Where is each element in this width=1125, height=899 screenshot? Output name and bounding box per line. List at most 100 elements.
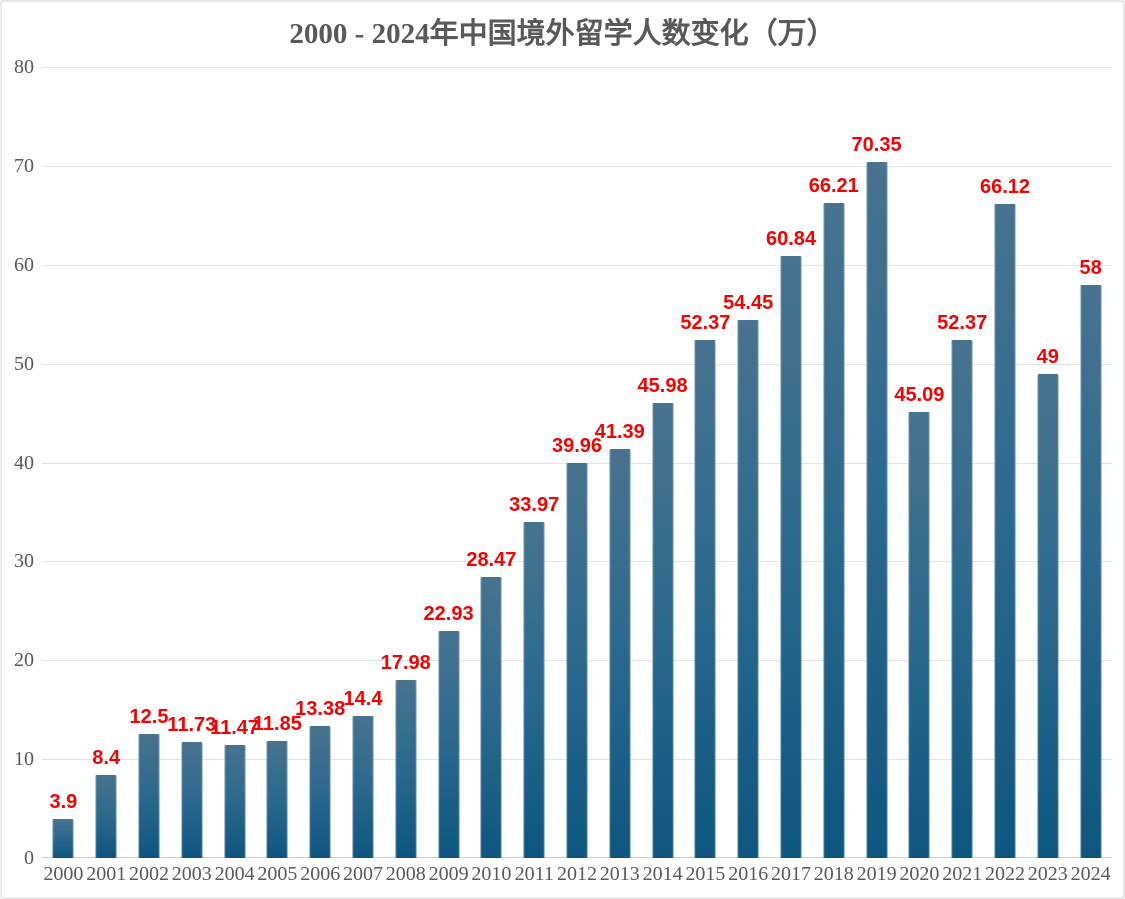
bar-2018	[823, 203, 845, 858]
chart-title: 2000 - 2024年中国境外留学人数变化（万）	[289, 18, 836, 50]
x-tick-label-2024: 2024	[1070, 863, 1111, 885]
y-tick-label: 0	[24, 847, 34, 869]
bar-slot-2014: 45.98	[638, 67, 688, 858]
data-label-2010: 28.47	[466, 548, 517, 571]
bar-2014	[652, 403, 674, 858]
x-tick-label-2021: 2021	[942, 863, 983, 885]
bar-slot-2015: 52.37	[680, 67, 730, 858]
bar-2019	[866, 162, 888, 858]
bar-2008	[395, 680, 417, 858]
data-label-2013: 41.39	[594, 420, 645, 443]
y-tick-label: 80	[14, 56, 34, 78]
x-tick-label-2001: 2001	[86, 863, 127, 885]
data-label-2002: 12.5	[129, 706, 169, 729]
x-tick-label-2012: 2012	[556, 863, 597, 885]
bar-slot-2001: 8.4	[85, 67, 128, 858]
bar-slot-2022: 66.12	[980, 67, 1030, 858]
gridline	[42, 363, 1112, 365]
bar-2000	[52, 819, 74, 858]
gridline	[42, 67, 1112, 68]
bar-slot-2019: 70.35	[852, 67, 902, 858]
bar-2002	[138, 734, 160, 858]
bar-slot-2010: 28.47	[466, 67, 516, 858]
x-tick-label-2013: 2013	[599, 863, 640, 885]
bar-slot-2000: 3.9	[42, 67, 85, 858]
bar-slot-2006: 13.38	[295, 67, 345, 858]
y-axis-labels: 0 10 20 30 40 50 60 70 80	[2, 2, 34, 897]
x-tick-label-2015: 2015	[685, 863, 726, 885]
x-tick-label-2017: 2017	[770, 863, 811, 885]
data-label-2005: 11.85	[252, 712, 302, 735]
gridline	[42, 165, 1112, 167]
bar-slot-2011: 33.97	[509, 67, 559, 858]
data-label-2000: 3.9	[49, 791, 78, 814]
x-tick-label-2006: 2006	[300, 863, 341, 885]
gridline	[42, 264, 1112, 266]
x-tick-label-2011: 2011	[514, 863, 554, 885]
x-tick-label-2002: 2002	[128, 863, 169, 885]
bar-2024	[1080, 284, 1102, 858]
data-label-2006: 13.38	[295, 697, 346, 720]
bar-slot-2003: 11.73	[167, 67, 217, 858]
data-label-2008: 17.98	[380, 652, 431, 675]
plot-area: 3.9 8.4 12.5 11.73 11.47 11.85 13.38 14.4 17.98 2…	[42, 67, 1112, 858]
bar-2006	[309, 725, 331, 858]
bar-2004	[224, 744, 246, 858]
bar-slot-2020: 45.09	[894, 67, 944, 858]
bar-2017	[780, 256, 802, 858]
y-tick-label: 30	[14, 550, 34, 573]
bar-slot-2023: 49	[1026, 67, 1069, 858]
data-label-2015: 52.37	[680, 312, 731, 335]
bar-2013	[609, 448, 631, 858]
x-tick-label-2007: 2007	[342, 863, 383, 885]
bar-2010	[480, 576, 502, 858]
bar-2001	[95, 774, 117, 858]
bar-2022	[994, 204, 1016, 858]
data-label-2007: 14.4	[343, 687, 383, 710]
bar-slot-2024: 58	[1069, 67, 1112, 858]
data-label-2017: 60.84	[765, 228, 817, 251]
data-label-2014: 45.98	[637, 375, 688, 398]
x-tick-label-2008: 2008	[385, 863, 426, 885]
data-label-2018: 66.21	[808, 175, 859, 198]
data-label-2011: 33.97	[509, 494, 560, 517]
bar-slot-2008: 17.98	[381, 67, 431, 858]
bar-2012	[566, 462, 588, 858]
bar-2016	[737, 319, 759, 858]
bar-slot-2012: 39.96	[552, 67, 602, 858]
x-tick-label-2020: 2020	[899, 863, 940, 885]
bar-2007	[352, 715, 374, 858]
x-tick-label-2003: 2003	[171, 863, 212, 885]
data-label-2020: 45.09	[894, 384, 945, 407]
data-label-2009: 22.93	[423, 603, 474, 626]
bar-slot-2005: 11.85	[252, 67, 302, 858]
y-tick-label: 10	[14, 748, 34, 771]
bar-slot-2004: 11.47	[210, 67, 260, 858]
data-label-2012: 39.96	[551, 434, 603, 457]
data-label-2016: 54.45	[723, 291, 774, 314]
data-label-2021: 52.37	[937, 312, 988, 335]
data-label-2004: 11.47	[210, 716, 260, 739]
data-label-2023: 49	[1036, 345, 1059, 368]
bar-slot-2021: 52.37	[937, 67, 987, 858]
bar-slot-2002: 12.5	[128, 67, 171, 858]
data-label-2003: 11.73	[167, 714, 217, 737]
y-tick-label: 60	[14, 253, 34, 276]
data-label-2001: 8.4	[92, 746, 121, 769]
x-axis-labels: 2000 2001 2002 2003 2004 2005 2006 2007 2008 2009…	[42, 863, 1112, 891]
x-tick-label-2014: 2014	[642, 863, 683, 885]
y-tick-label: 40	[14, 451, 34, 474]
bar-slot-2007: 14.4	[342, 67, 385, 858]
bar-slot-2013: 41.39	[595, 67, 645, 858]
x-tick-label-2018: 2018	[813, 863, 854, 885]
x-tick-label-2004: 2004	[214, 863, 255, 885]
bar-2011	[523, 522, 545, 858]
x-tick-label-2009: 2009	[428, 863, 469, 885]
x-tick-label-2005: 2005	[257, 863, 298, 885]
bar-2015	[694, 340, 716, 858]
bar-2020	[908, 412, 930, 858]
bar-slot-2018: 66.21	[809, 67, 859, 858]
y-tick-label: 70	[14, 154, 34, 177]
bar-2009	[438, 631, 460, 858]
